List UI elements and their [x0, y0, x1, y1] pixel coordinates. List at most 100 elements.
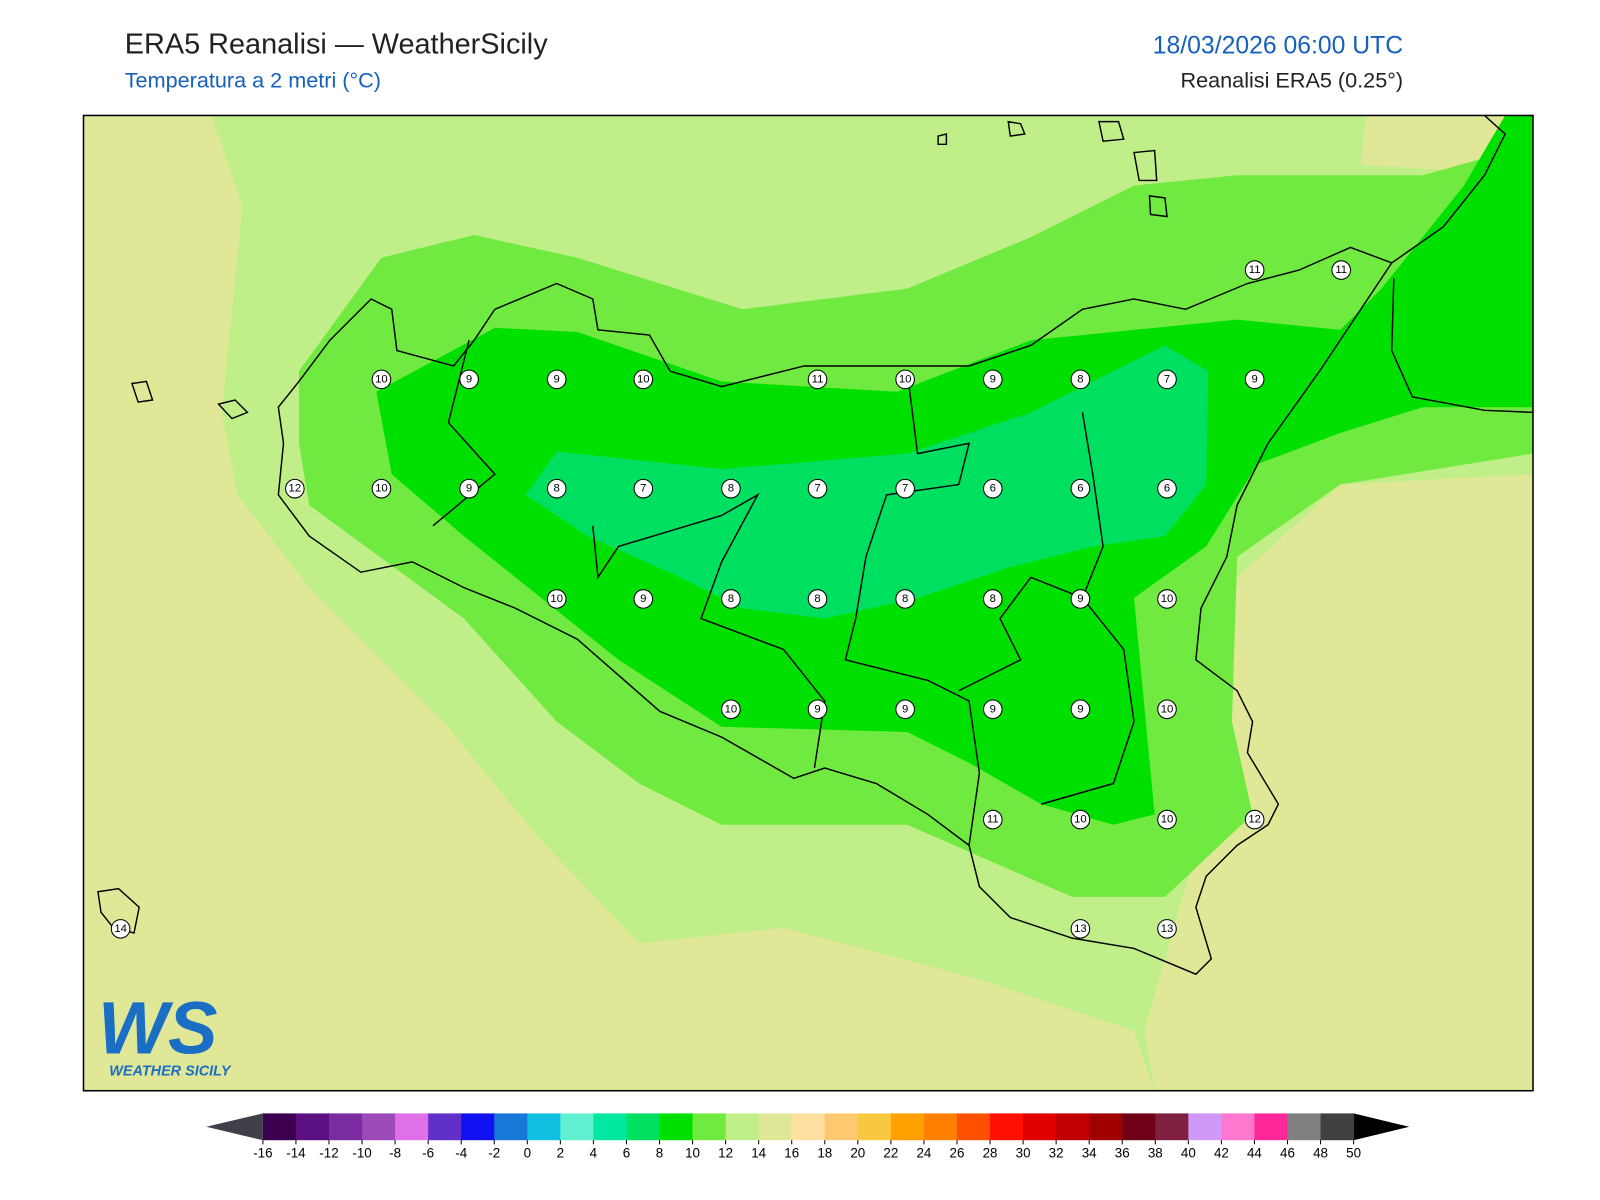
colorbar-bin — [659, 1113, 694, 1141]
colorbar-tick-label: -6 — [422, 1146, 434, 1161]
colorbar-extend-high — [1353, 1113, 1410, 1141]
colorbar: -16 -14 -12 -10 -8 -6 -4 -2 0 2 4 6 8 10 12 14 16 18 20 22 2… — [206, 1113, 1410, 1161]
station: 9 — [895, 699, 915, 720]
colorbar-bin — [494, 1113, 528, 1141]
station: 8 — [721, 478, 741, 499]
station: 10 — [371, 478, 392, 499]
station-value: 8 — [554, 483, 560, 495]
station-marker — [721, 699, 741, 720]
station-marker — [982, 369, 1003, 390]
station-value: 9 — [640, 593, 646, 605]
station-value: 9 — [990, 703, 996, 715]
station-value: 8 — [728, 593, 734, 605]
station: 9 — [1070, 589, 1091, 609]
station-value: 9 — [466, 373, 472, 385]
station-marker — [285, 478, 305, 499]
station-value: 7 — [1164, 373, 1170, 385]
colorbar-bin — [1089, 1113, 1123, 1141]
colorbar-tick-label: 34 — [1082, 1146, 1097, 1161]
station-marker — [110, 919, 131, 939]
station-value: 7 — [814, 483, 820, 495]
station: 8 — [546, 478, 567, 499]
colorbar-bin — [1056, 1113, 1090, 1141]
colorbar-bin — [956, 1113, 991, 1141]
colorbar-tick-label: 8 — [656, 1146, 663, 1161]
station-marker — [895, 478, 915, 499]
calabria-coast — [1391, 115, 1533, 414]
colorbar-extend-low — [206, 1113, 263, 1141]
colorbar-tick-label: 36 — [1115, 1146, 1130, 1161]
colorbar-tick-label: -2 — [488, 1146, 500, 1161]
station-marker — [633, 478, 654, 499]
station: 7 — [1157, 369, 1177, 390]
station: 6 — [982, 478, 1003, 499]
station-value: 10 — [375, 483, 388, 495]
station: 10 — [721, 699, 741, 720]
colorbar-tick-label: 50 — [1346, 1146, 1361, 1161]
station-value: 10 — [1161, 703, 1174, 715]
station: 8 — [982, 589, 1003, 609]
station-value: 10 — [899, 373, 912, 385]
station: 10 — [1070, 809, 1091, 830]
colorbar-bin — [725, 1113, 760, 1141]
colorbar-bin — [890, 1113, 925, 1141]
colorbar-tick-label: 10 — [685, 1146, 700, 1161]
station: 9 — [459, 478, 479, 499]
station-value: 11 — [812, 373, 824, 385]
station-value: 11 — [1249, 264, 1261, 276]
colorbar-bin — [461, 1113, 495, 1141]
station-value: 10 — [1074, 814, 1087, 826]
colorbar-tick-label: 4 — [590, 1146, 598, 1161]
subtitle: Temperatura a 2 metri (°C) — [125, 68, 381, 93]
stations: 10 9 9 10 11 10 9 8 7 9 11 11 12 10 9 8 7 8 7 7 6 6 6 10 9 8 8 8 8 9 1… — [110, 260, 1352, 939]
colorbar-bin — [395, 1113, 429, 1141]
station-value: 9 — [902, 703, 908, 715]
colorbar-tick-label: 22 — [883, 1146, 898, 1161]
station-marker — [371, 369, 392, 390]
station: 11 — [982, 809, 1003, 830]
colorbar-bin — [791, 1113, 826, 1141]
colorbar-bin — [1155, 1113, 1189, 1141]
station-marker — [1244, 260, 1265, 280]
station-value: 8 — [814, 593, 820, 605]
station: 9 — [633, 589, 654, 609]
station-marker — [1157, 699, 1177, 720]
colorbar-tick-label: -4 — [455, 1146, 467, 1161]
colorbar-tick-label: 0 — [524, 1146, 531, 1161]
station-marker — [1070, 809, 1091, 830]
colorbar-tick-label: -8 — [389, 1146, 401, 1161]
station-value: 9 — [466, 483, 472, 495]
colorbar-bin — [1122, 1113, 1156, 1141]
station-marker — [1157, 369, 1177, 390]
station-marker — [1157, 478, 1177, 499]
station: 9 — [546, 369, 567, 390]
station-marker — [1331, 260, 1352, 280]
datetime: 18/03/2026 06:00 UTC — [1153, 33, 1403, 60]
station-marker — [721, 478, 741, 499]
colorbar-bin — [560, 1113, 594, 1141]
station-marker — [807, 478, 828, 499]
station-value: 8 — [902, 593, 908, 605]
map: 10 9 9 10 11 10 9 8 7 9 11 11 12 10 9 8 7 8 7 7 6 6 6 10 9 8 8 8 8 9 1… — [83, 115, 1533, 1091]
colorbar-tick-label: 40 — [1181, 1146, 1196, 1161]
station: 9 — [1070, 699, 1091, 720]
station-marker — [1157, 809, 1177, 830]
station: 10 — [895, 369, 915, 390]
station-value: 8 — [728, 483, 734, 495]
station-value: 6 — [1164, 483, 1170, 495]
station-marker — [1157, 589, 1177, 609]
station: 11 — [1331, 260, 1352, 280]
station-marker — [895, 699, 915, 720]
station-marker — [633, 369, 654, 390]
colorbar-bin — [527, 1113, 561, 1141]
station: 8 — [895, 589, 915, 609]
contour-6-8 — [525, 345, 1209, 619]
colorbar-tick-label: 38 — [1148, 1146, 1163, 1161]
colorbar-bin — [1221, 1113, 1255, 1141]
station: 13 — [1070, 919, 1091, 939]
station-marker — [1070, 699, 1091, 720]
station-marker — [721, 589, 741, 609]
station: 14 — [110, 919, 131, 939]
colorbar-bin — [692, 1113, 727, 1141]
